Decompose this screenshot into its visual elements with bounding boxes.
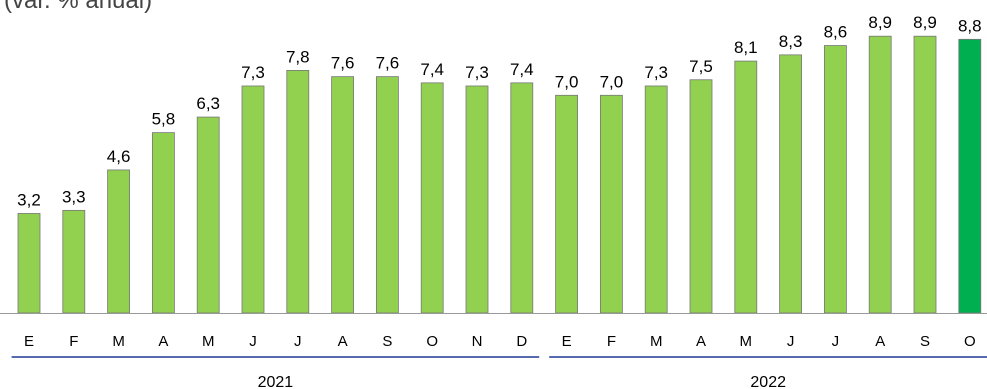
bar-3 (107, 169, 130, 314)
category-label-10: O (426, 333, 438, 350)
bar-4 (151, 132, 175, 314)
bar-14 (600, 94, 623, 314)
bar-21 (913, 35, 937, 314)
bar-12 (510, 82, 534, 314)
bar-10 (420, 82, 444, 314)
value-label-7: 7,8 (286, 47, 310, 66)
value-label-3: 4,6 (107, 147, 131, 166)
bar-9 (375, 76, 399, 314)
value-label-5: 6,3 (196, 94, 220, 113)
value-label-9: 7,6 (376, 54, 400, 73)
bar-15 (644, 85, 668, 314)
value-label-19: 8,6 (824, 23, 848, 42)
bar-17 (734, 60, 758, 314)
value-label-4: 5,8 (152, 110, 176, 129)
value-label-16: 7,5 (689, 57, 713, 76)
value-label-2: 3,3 (62, 187, 86, 206)
bar-6 (241, 85, 265, 314)
bar-20 (868, 35, 892, 314)
category-label-21: S (920, 333, 930, 350)
value-label-6: 7,3 (241, 63, 265, 82)
value-label-22: 8,8 (958, 16, 982, 35)
category-label-5: M (202, 333, 215, 350)
category-label-18: J (787, 333, 795, 350)
bar-1 (17, 213, 41, 314)
bars-layer (17, 35, 982, 314)
value-label-10: 7,4 (420, 60, 444, 79)
value-label-18: 8,3 (779, 32, 803, 51)
category-label-8: A (338, 333, 348, 350)
category-label-22: O (964, 333, 976, 350)
bar-11 (465, 85, 489, 314)
bar-13 (555, 94, 578, 314)
value-labels-layer: 3,2 3,3 4,6 5,8 6,3 7,3 7,8 7,6 7,6 7,4 7,3 7,4 7,0 7… (17, 13, 981, 209)
year-group-label-2: 2022 (750, 374, 786, 389)
value-label-11: 7,3 (465, 63, 489, 82)
value-label-1: 3,2 (17, 190, 41, 209)
category-label-14: F (607, 333, 616, 350)
bar-22 (958, 38, 982, 314)
category-label-11: N (472, 333, 483, 350)
category-label-12: D (516, 333, 527, 350)
category-label-16: A (696, 333, 706, 350)
value-label-14: 7,0 (600, 72, 624, 91)
bar-18 (779, 54, 802, 314)
bar-19 (824, 45, 847, 314)
category-label-6: J (249, 333, 257, 350)
category-label-4: A (158, 333, 168, 350)
bar-8 (331, 76, 355, 314)
value-label-17: 8,1 (734, 38, 758, 57)
category-label-17: M (740, 333, 753, 350)
bar-2 (62, 209, 86, 314)
value-label-21: 8,9 (913, 13, 937, 32)
category-label-3: M (112, 333, 125, 350)
value-label-13: 7,0 (555, 72, 579, 91)
category-label-13: E (562, 333, 572, 350)
year-groups-layer: 2021 2022 (11, 356, 987, 389)
category-label-2: F (69, 333, 78, 350)
chart-title: (var. % anual) (4, 0, 153, 14)
value-label-12: 7,4 (510, 60, 534, 79)
year-group-label-1: 2021 (258, 374, 294, 389)
value-label-8: 7,6 (331, 54, 355, 73)
category-label-19: J (832, 333, 840, 350)
category-label-1: E (24, 333, 34, 350)
category-label-15: M (650, 333, 663, 350)
bar-7 (286, 70, 310, 314)
category-label-9: S (382, 333, 392, 350)
bar-16 (689, 79, 713, 314)
bar-5 (196, 116, 220, 314)
category-label-7: J (294, 333, 302, 350)
value-label-15: 7,3 (644, 63, 668, 82)
category-label-20: A (875, 333, 885, 350)
value-label-20: 8,9 (868, 13, 892, 32)
